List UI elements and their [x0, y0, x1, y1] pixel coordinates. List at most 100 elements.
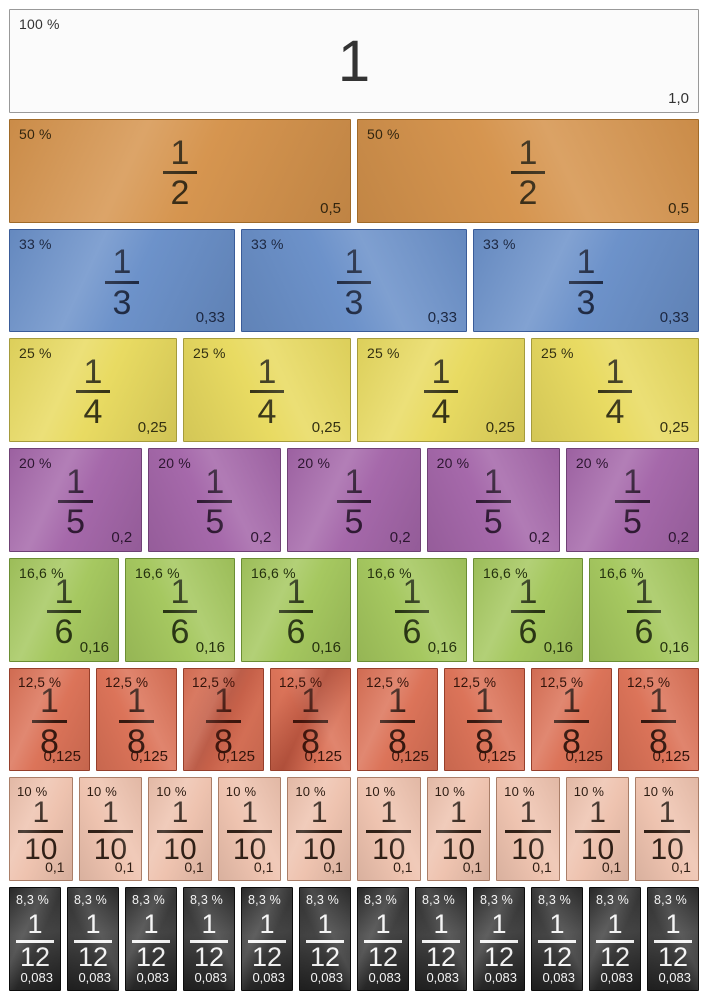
fraction-tile-1-8-3: 12,5 % 1 8 0,125: [183, 667, 264, 772]
fraction-denominator: 12: [537, 939, 577, 971]
fraction-numerator: 1: [658, 796, 676, 830]
fraction-denominator: 12: [363, 939, 403, 971]
percent-label: 8,3 %: [538, 893, 571, 908]
fraction-denominator: 5: [58, 500, 94, 539]
fraction-tile-1-3-2: 33 % 1 3 0,33: [241, 228, 467, 333]
decimal-label: 0,083: [542, 970, 575, 986]
fraction-numerator: 1: [257, 353, 277, 392]
fraction-tile-1-3-3: 33 % 1 3 0,33: [473, 228, 699, 333]
percent-label: 12,5 %: [18, 674, 62, 690]
fraction-denominator: 8: [32, 719, 67, 759]
percent-label: 10 %: [156, 784, 187, 800]
fraction-tile-1-12-4: 8,3 % 1 12 0,083: [183, 887, 235, 992]
decimal-label: 0,33: [427, 309, 457, 327]
decimal-label: 0,083: [426, 970, 459, 986]
fraction-denominator: 10: [644, 829, 690, 865]
percent-label: 8,3 %: [596, 893, 629, 908]
fraction: 1 12: [15, 909, 55, 971]
decimal-label: 0,25: [659, 419, 689, 437]
decimal-label: 0,1: [462, 859, 483, 876]
decimal-label: 0,16: [427, 638, 457, 656]
percent-label: 8,3 %: [190, 893, 223, 908]
fraction-tile-1-10-6: 10 % 1 10 0,1: [356, 777, 421, 882]
fraction-numerator: 1: [344, 462, 364, 501]
percent-label: 8,3 %: [480, 893, 513, 908]
fraction-numerator: 1: [605, 353, 625, 392]
fraction-denominator: 12: [189, 939, 229, 971]
decimal-label: 1,0: [668, 89, 689, 107]
decimal-label: 0,083: [136, 970, 169, 986]
fraction-tile-1-8-7: 12,5 % 1 8 0,125: [531, 667, 612, 772]
decimal-label: 0,16: [195, 638, 225, 656]
fraction-numerator: 1: [518, 133, 538, 172]
percent-label: 12,5 %: [366, 674, 410, 690]
fraction-numerator: 1: [562, 682, 581, 721]
fraction-denominator: 4: [423, 390, 459, 429]
fraction-numerator: 1: [491, 909, 507, 940]
fraction-denominator: 6: [510, 609, 546, 649]
fraction-row-1-6: 16,6 % 1 6 0,16 16,6 % 1 6 0,16 16,6 % 1 6 0,16 16,6…: [9, 557, 699, 662]
fraction-tile-1-10-10: 10 % 1 10 0,1: [635, 777, 699, 882]
fraction: 1 12: [73, 909, 113, 971]
fraction-tile-1-12-11: 8,3 % 1 12 0,083: [589, 887, 641, 992]
fraction-numerator: 1: [170, 572, 190, 611]
decimal-label: 0,1: [45, 859, 65, 876]
decimal-label: 0,1: [601, 859, 622, 876]
decimal-label: 0,083: [658, 970, 691, 986]
fraction-tile-1-12-1: 8,3 % 1 12 0,083: [9, 887, 61, 992]
decimal-label: 0,2: [528, 528, 550, 546]
fraction-tile-1-8-4: 12,5 % 1 8 0,125: [270, 667, 351, 772]
fraction-tile-1-5-1: 20 % 1 5 0,2: [9, 448, 143, 552]
fraction-numerator: 1: [402, 572, 422, 611]
fraction-tile-1-12-9: 8,3 % 1 12 0,083: [473, 887, 525, 992]
decimal-label: 0,125: [391, 748, 429, 766]
fraction-denominator: 10: [87, 829, 134, 865]
fraction-denominator: 12: [653, 939, 693, 971]
fraction-tile-1-3-1: 33 % 1 3 0,33: [9, 228, 235, 333]
fraction-denominator: 10: [366, 829, 412, 865]
fraction: 1 12: [131, 911, 171, 971]
percent-label: 8,3 %: [132, 893, 165, 908]
percent-label: 33 %: [483, 235, 516, 252]
fraction-denominator: 3: [336, 280, 372, 320]
decimal-label: 0,16: [659, 638, 689, 656]
fraction-numerator: 1: [83, 353, 103, 392]
fraction: 1 10: [296, 796, 342, 865]
percent-label: 8,3 %: [422, 893, 455, 908]
fraction-row-whole: 100 % 1 1,0: [9, 9, 699, 113]
fraction-tile-1-10-2: 10 % 1 10 0,1: [78, 777, 143, 882]
decimal-label: 0,125: [304, 748, 342, 766]
percent-label: 10 %: [295, 784, 326, 800]
percent-label: 20 %: [575, 455, 609, 472]
fraction-denominator: 6: [46, 609, 82, 649]
fraction-numerator: 1: [85, 909, 101, 940]
decimal-label: 0,083: [194, 970, 227, 986]
percent-label: 10 %: [364, 784, 396, 800]
fraction-numerator: 1: [201, 909, 217, 940]
decimal-label: 0,083: [252, 970, 285, 986]
fraction-numerator: 1: [127, 682, 146, 721]
fraction-numerator: 1: [317, 909, 333, 940]
fraction-numerator: 1: [241, 796, 258, 830]
fraction-numerator: 1: [310, 796, 328, 830]
fraction-numerator: 1: [519, 796, 537, 830]
fraction-tile-1-2-2: 50 % 1 2 0,5: [357, 118, 699, 223]
fraction-numerator: 1: [388, 682, 407, 721]
fraction-tile-1-12-7: 8,3 % 1 12 0,083: [357, 887, 409, 992]
fraction-tile-1-12-10: 8,3 % 1 12 0,083: [531, 887, 583, 992]
fraction-numerator: 1: [634, 572, 654, 611]
fraction-denominator: 10: [574, 829, 621, 865]
fraction: 1 12: [421, 911, 461, 971]
fraction-row-1-10: 10 % 1 10 0,1 10 % 1 10 0,1 10 % 1 10 0,1 10 % 1 10 0,1…: [9, 777, 699, 882]
fraction-numerator: 1: [27, 909, 43, 940]
fraction-tile-1-10-8: 10 % 1 10 0,1: [496, 777, 560, 882]
fraction: 1 12: [595, 911, 635, 971]
